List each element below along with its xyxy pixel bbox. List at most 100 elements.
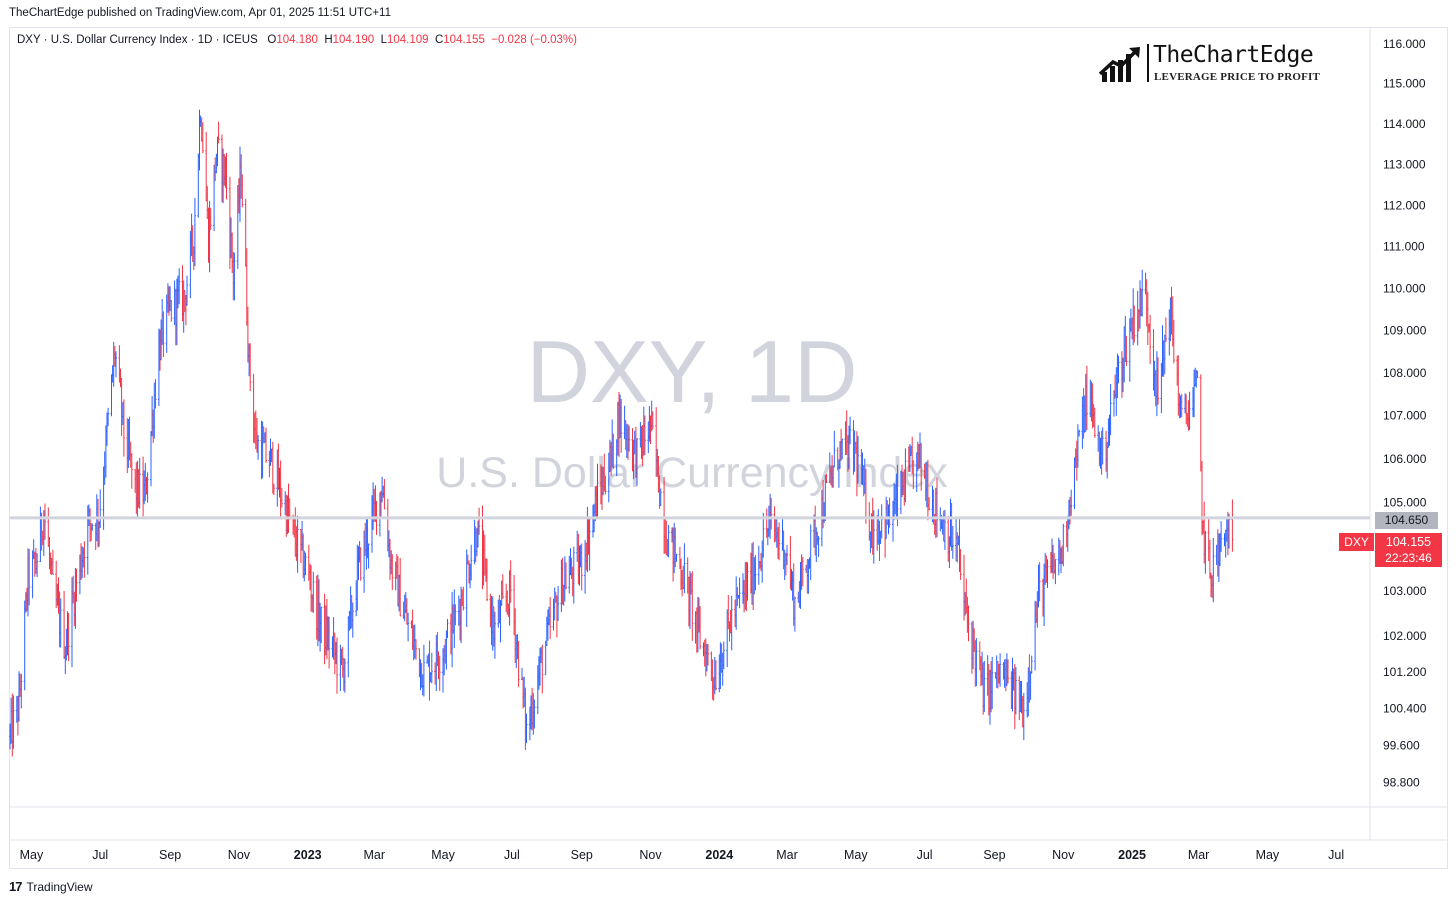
legend-exchange: ICEUS [222, 34, 258, 46]
ohlc-bar [801, 557, 804, 587]
ohlc-bar [12, 695, 15, 749]
ohlc-bar [36, 553, 39, 578]
ohlc-bar [620, 399, 623, 453]
ohlc-bar [336, 637, 338, 694]
legend-close-label: C [434, 34, 444, 46]
ohlc-bar [707, 644, 709, 666]
time-tick-label: Mar [1188, 848, 1210, 862]
ohlc-bar [430, 652, 433, 684]
ohlc-bar [1046, 559, 1049, 588]
time-tick-label: Nov [1052, 848, 1075, 862]
ohlc-bar [857, 436, 859, 484]
ohlc-bar [407, 612, 410, 642]
ohlc-bar [1228, 513, 1230, 549]
ohlc-bar [975, 638, 978, 687]
ohlc-bar [189, 230, 192, 299]
ohlc-bar [667, 525, 670, 558]
ohlc-bar [612, 433, 615, 469]
price-tick-label: 107.000 [1383, 409, 1427, 423]
published-line: TheChartEdge published on TradingView.co… [9, 7, 391, 19]
bar-countdown: 22:23:46 [1385, 551, 1432, 565]
ohlc-bar [1199, 374, 1202, 472]
symbol-legend[interactable]: DXY · U.S. Dollar Currency Index · 1D · … [17, 34, 577, 46]
time-tick-label: Jul [917, 848, 933, 862]
time-tick-label: Nov [228, 848, 251, 862]
ohlc-bar [193, 198, 196, 267]
legend-high: 104.190 [332, 34, 375, 46]
ohlc-bar [699, 606, 702, 650]
legend-description: U.S. Dollar Currency Index [50, 34, 188, 46]
time-tick-label: 2023 [294, 848, 322, 862]
ohlc-bar [849, 416, 852, 445]
ohlc-bar [951, 526, 954, 559]
ohlc-bar [683, 543, 686, 594]
ohlc-bar [1207, 519, 1210, 561]
time-tick-label: Jul [92, 848, 108, 862]
price-tick-label: 99.600 [1383, 739, 1420, 753]
price-tick-label: 106.000 [1383, 452, 1427, 466]
time-axis[interactable]: May Jul Sep Nov 2023 Mar May Jul Sep Nov 2024 Mar Ma… [20, 848, 1345, 862]
price-axis[interactable]: 116.000 115.000 114.000 113.000 112.000 111.0… [1383, 37, 1427, 790]
ohlc-bar [1212, 538, 1215, 603]
ohlc-bar [659, 488, 662, 506]
ohlc-bar [383, 479, 386, 510]
price-tick-label: 116.000 [1383, 37, 1426, 51]
ohlc-bar [1062, 523, 1065, 567]
ohlc-bar [478, 507, 481, 535]
ohlc-bar [1220, 521, 1223, 552]
time-tick-label: May [431, 848, 455, 862]
ohlc-bar [549, 597, 552, 639]
time-tick-label: Sep [983, 848, 1005, 862]
legend-open-label: O [267, 34, 277, 46]
ohlc-bar [754, 555, 757, 591]
ohlc-bar [83, 541, 86, 578]
ohlc-bar [793, 596, 796, 632]
ohlc-bar [1097, 425, 1100, 452]
ohlc-bar [265, 427, 267, 463]
ohlc-bar [399, 558, 402, 617]
ohlc-bar [249, 343, 252, 391]
ohlc-bar [209, 207, 212, 231]
price-tick-label: 108.000 [1383, 366, 1427, 380]
ohlc-bar [304, 552, 307, 576]
ohlc-bar [1164, 317, 1167, 342]
ohlc-bar [225, 153, 228, 200]
ohlc-bar [541, 644, 544, 694]
watermark-title: DXY, 1D [527, 322, 858, 421]
ohlc-bar [730, 595, 733, 651]
tradingview-footer[interactable]: 17 TradingView [9, 879, 93, 894]
price-tick-label: 103.000 [1383, 584, 1427, 598]
ohlc-bar [138, 457, 141, 509]
ohlc-bar [991, 657, 994, 710]
ohlc-bar [296, 515, 299, 573]
ohlc-bar [470, 544, 473, 581]
logo-name: TheChartEdge [1153, 42, 1314, 68]
ohlc-bar [1093, 407, 1096, 438]
price-tick-label: 102.000 [1383, 629, 1427, 643]
time-tick-label: Jul [504, 848, 520, 862]
hline-price-tag: 104.650 [1375, 512, 1438, 529]
ohlc-bar [817, 536, 820, 557]
ohlc-bar [778, 522, 781, 561]
price-tick-label: 115.000 [1383, 77, 1426, 91]
price-tick-label: 101.200 [1383, 665, 1427, 679]
ohlc-bar [1085, 365, 1088, 430]
ohlc-bar [75, 568, 78, 602]
ohlc-bar [272, 483, 275, 495]
ohlc-bar [501, 574, 504, 599]
ohlc-bar [1196, 370, 1199, 379]
legend-low-label: L [380, 34, 387, 46]
ohlc-bar [580, 543, 583, 591]
ohlc-bar [557, 586, 560, 621]
ohlc-bar [1188, 391, 1191, 430]
ohlc-bar [936, 477, 938, 538]
ohlc-bar [107, 407, 110, 427]
ohlc-bar [643, 415, 646, 455]
time-tick-label: Mar [363, 848, 385, 862]
ohlc-bar [1125, 335, 1128, 366]
ohlc-bar [565, 562, 567, 590]
ohlc-bar [967, 605, 970, 642]
ohlc-bar [122, 399, 125, 457]
ohlc-bar [809, 524, 812, 580]
